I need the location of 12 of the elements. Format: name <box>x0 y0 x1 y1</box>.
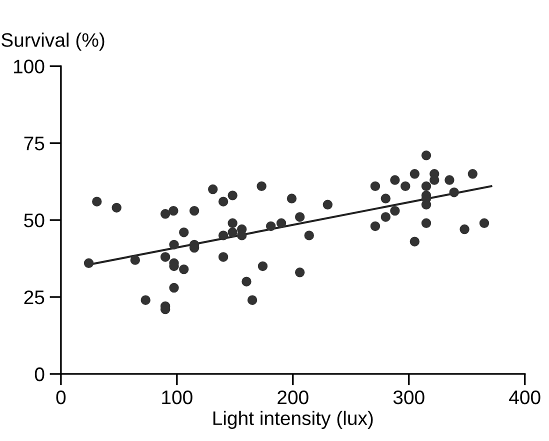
x-axis-title: Light intensity (lux) <box>213 410 373 429</box>
y-tick-label: 75 <box>24 136 44 150</box>
x-tick-label: 300 <box>393 390 424 404</box>
x-tick-label: 400 <box>509 390 540 404</box>
x-tick-label: 200 <box>278 390 308 404</box>
y-tick-label: 25 <box>24 290 44 304</box>
y-tick-label: 50 <box>24 214 44 228</box>
y-tick-label: 0 <box>34 367 44 382</box>
y-tick-label: 100 <box>14 60 44 74</box>
x-tick-label: 0 <box>56 390 66 404</box>
x-tick-label: 100 <box>162 390 192 404</box>
y-axis-title: Survival (%) <box>2 32 104 51</box>
